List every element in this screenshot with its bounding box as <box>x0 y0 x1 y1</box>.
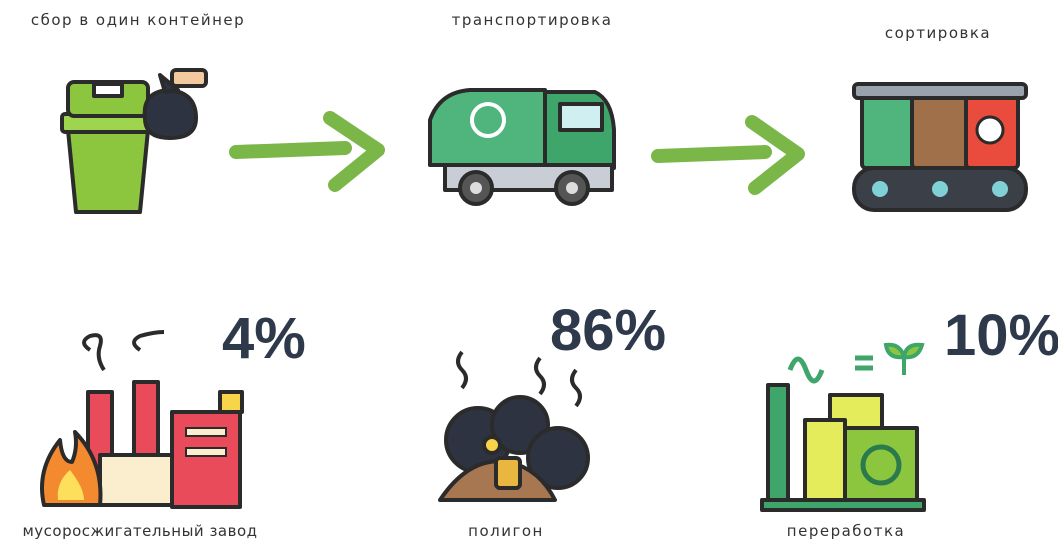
diagram: сбор в один контейнер транспортировка со… <box>0 0 1058 541</box>
step-label: транспортировка <box>452 11 613 29</box>
arrow <box>236 118 378 185</box>
factory-icon <box>42 332 242 507</box>
outcome-label: переработка <box>787 522 905 540</box>
outcome-percent: 86% <box>550 298 666 363</box>
outcome-label: мусоросжигательный завод <box>22 522 257 540</box>
truck-icon <box>430 90 614 204</box>
outcome-percent: 10% <box>944 303 1058 368</box>
outcome-label: полигон <box>468 522 544 540</box>
step-label: сбор в один контейнер <box>31 11 245 29</box>
step-label: сортировка <box>885 24 991 42</box>
landfill-icon <box>440 352 588 500</box>
trash-can-icon <box>62 70 206 212</box>
arrow <box>658 122 798 188</box>
sorting-icon <box>854 84 1026 210</box>
outcome-percent: 4% <box>222 306 306 371</box>
recycling-icon <box>762 345 924 510</box>
